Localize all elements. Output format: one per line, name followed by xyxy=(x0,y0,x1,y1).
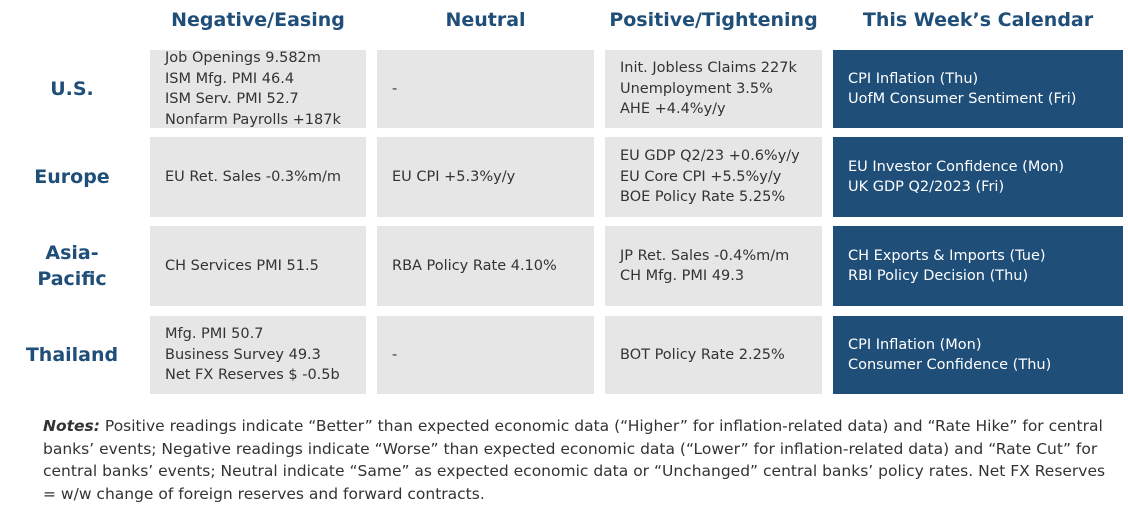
header-positive-tightening: Positive/Tightening xyxy=(609,9,818,31)
cell-line: Job Openings 9.582m xyxy=(165,50,321,66)
cell-line: RBI Policy Decision (Thu) xyxy=(848,268,1029,284)
cell-line: AHE +4.4%y/y xyxy=(620,101,726,118)
row-label-line: Pacific xyxy=(37,268,107,290)
cell-line: Init. Jobless Claims 227k xyxy=(620,60,797,77)
cell-line: Business Survey 49.3 xyxy=(165,346,321,363)
cell-line: Nonfarm Payrolls +187k xyxy=(165,111,341,128)
cell-line: EU CPI +5.3%y/y xyxy=(392,168,516,185)
cell-line: UofM Consumer Sentiment (Fri) xyxy=(848,91,1077,107)
notes-text: Positive readings indicate “Better” than… xyxy=(43,417,1106,503)
cell-us-calendar: CPI Inflation (Thu) UofM Consumer Sentim… xyxy=(833,50,1123,128)
cell-thailand-calendar: CPI Inflation (Mon) Consumer Confidence … xyxy=(833,316,1123,394)
cell-line: CH Services PMI 51.5 xyxy=(165,257,319,274)
cell-line: - xyxy=(392,80,398,97)
cell-us-negative: Job Openings 9.582m ISM Mfg. PMI 46.4 IS… xyxy=(150,50,366,128)
row-label-thailand: Thailand xyxy=(25,344,119,366)
notes-label: Notes: xyxy=(43,417,100,435)
cell-line: ISM Serv. PMI 52.7 xyxy=(165,91,299,107)
cell-line: EU Ret. Sales -0.3%m/m xyxy=(165,168,342,185)
cell-line: RBA Policy Rate 4.10% xyxy=(392,257,557,274)
cell-thailand-positive: BOT Policy Rate 2.25% xyxy=(605,316,822,394)
cell-europe-calendar: EU Investor Confidence (Mon) UK GDP Q2/2… xyxy=(833,137,1123,217)
cell-line: EU GDP Q2/23 +0.6%y/y xyxy=(620,148,800,165)
cell-line: CPI Inflation (Thu) xyxy=(848,70,979,87)
row-label-europe: Europe xyxy=(34,166,110,188)
cell-europe-positive: EU GDP Q2/23 +0.6%y/y EU Core CPI +5.5%y… xyxy=(605,137,822,217)
header-negative-easing: Negative/Easing xyxy=(171,9,345,31)
header-neutral: Neutral xyxy=(445,9,526,31)
cell-thailand-neutral: - xyxy=(377,316,594,394)
cell-line: CH Mfg. PMI 49.3 xyxy=(620,268,745,284)
cell-thailand-negative: Mfg. PMI 50.7 Business Survey 49.3 Net F… xyxy=(150,316,366,394)
cell-asia-pacific-neutral: RBA Policy Rate 4.10% xyxy=(377,226,594,306)
cell-line: BOE Policy Rate 5.25% xyxy=(620,189,786,206)
notes-paragraph: Notes: Positive readings indicate “Bette… xyxy=(43,415,1118,505)
row-label-us: U.S. xyxy=(50,78,94,100)
cell-line: EU Core CPI +5.5%y/y xyxy=(620,168,782,185)
cell-us-neutral: - xyxy=(377,50,594,128)
row-label-asia-pacific: Asia- Pacific xyxy=(0,226,144,306)
cell-line: JP Ret. Sales -0.4%m/m xyxy=(620,247,790,264)
cell-line: EU Investor Confidence (Mon) xyxy=(848,158,1065,175)
row-label-line: Asia- xyxy=(45,242,99,264)
cell-line: CH Exports & Imports (Tue) xyxy=(848,247,1046,264)
cell-line: ISM Mfg. PMI 46.4 xyxy=(165,70,295,87)
cell-asia-pacific-calendar: CH Exports & Imports (Tue) RBI Policy De… xyxy=(833,226,1123,306)
cell-line: - xyxy=(392,346,398,363)
cell-europe-negative: EU Ret. Sales -0.3%m/m xyxy=(150,137,366,217)
header-this-weeks-calendar: This Week’s Calendar xyxy=(862,9,1094,31)
cell-line: Net FX Reserves $ -0.5b xyxy=(165,367,340,384)
cell-asia-pacific-negative: CH Services PMI 51.5 xyxy=(150,226,366,306)
cell-line: Mfg. PMI 50.7 xyxy=(165,326,264,343)
cell-line: BOT Policy Rate 2.25% xyxy=(620,346,785,363)
cell-us-positive: Init. Jobless Claims 227k Unemployment 3… xyxy=(605,50,822,128)
cell-line: Unemployment 3.5% xyxy=(620,80,773,97)
cell-line: CPI Inflation (Mon) xyxy=(848,336,982,353)
cell-line: Consumer Confidence (Thu) xyxy=(848,357,1052,373)
cell-europe-neutral: EU CPI +5.3%y/y xyxy=(377,137,594,217)
cell-asia-pacific-positive: JP Ret. Sales -0.4%m/m CH Mfg. PMI 49.3 xyxy=(605,226,822,306)
cell-line: UK GDP Q2/2023 (Fri) xyxy=(848,179,1005,195)
